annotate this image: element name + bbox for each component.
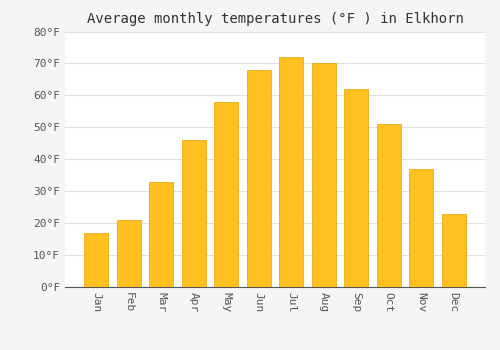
Bar xyxy=(376,124,401,287)
Bar xyxy=(279,57,303,287)
Bar xyxy=(442,214,466,287)
Bar xyxy=(116,220,141,287)
Bar xyxy=(246,70,271,287)
Bar xyxy=(84,233,108,287)
Bar xyxy=(409,169,434,287)
Title: Average monthly temperatures (°F ) in Elkhorn: Average monthly temperatures (°F ) in El… xyxy=(86,12,464,26)
Bar xyxy=(214,102,238,287)
Bar xyxy=(312,63,336,287)
Bar xyxy=(344,89,368,287)
Bar xyxy=(149,182,174,287)
Bar xyxy=(182,140,206,287)
